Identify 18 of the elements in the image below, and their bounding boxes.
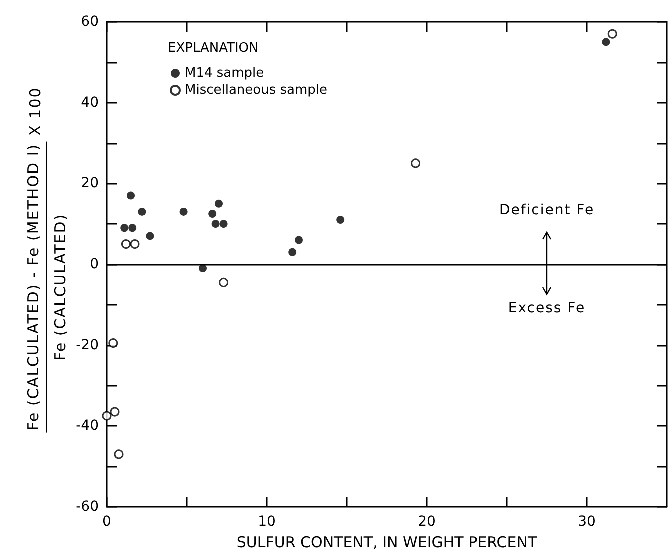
legend-label: M14 sample (185, 66, 264, 81)
annotation: Deficient Fe (499, 202, 595, 218)
legend-label: Miscellaneous sample (185, 83, 328, 98)
legend-title: EXPLANATION (168, 41, 259, 56)
y-tick-label: 0 (90, 256, 99, 272)
y-tick-label: 40 (81, 94, 99, 111)
x-tick-label: 10 (258, 514, 276, 530)
x-tick-label: 0 (102, 514, 112, 530)
x-tick-label: 30 (578, 514, 596, 530)
x-axis-title: SULFUR CONTENT, IN WEIGHT PERCENT (236, 534, 538, 552)
y-tick-label: -40 (76, 418, 99, 434)
y-tick-label: 20 (81, 176, 99, 192)
y-tick-label: -60 (76, 499, 99, 515)
annotation: Excess Fe (508, 300, 586, 316)
text: Fe (CALCULATED) - Fe (METHOD I) Fe (CALCULATED) X 100 (24, 87, 70, 431)
y-tick-label: -20 (76, 337, 99, 354)
x-tick-label: 20 (418, 514, 436, 530)
y-tick-label: 60 (81, 14, 99, 30)
